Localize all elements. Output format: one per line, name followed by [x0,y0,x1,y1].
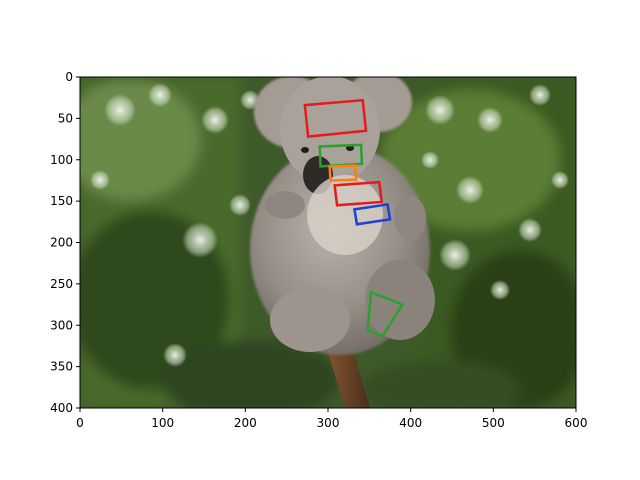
koala-photo [80,77,576,408]
y-tick-label: 50 [58,111,73,125]
annotation-box [353,203,392,226]
x-tick-label: 200 [234,416,257,430]
annotation-box [366,290,405,338]
x-tick-label: 500 [482,416,505,430]
y-tick-label: 200 [50,236,73,250]
y-tick-label: 300 [50,318,73,332]
y-tick-label: 150 [50,194,73,208]
y-tick-label: 350 [50,360,73,374]
annotation-box [318,143,364,168]
y-tick-label: 400 [50,401,73,415]
x-tick-label: 0 [76,416,84,430]
annotation-box [333,180,384,207]
annotation-box [303,98,368,138]
x-tick-label: 400 [399,416,422,430]
x-tick-label: 100 [151,416,174,430]
y-tick-label: 0 [65,70,73,84]
bokeh-highlights [90,83,569,367]
x-tick-label: 600 [565,416,588,430]
x-tick-label: 300 [317,416,340,430]
y-tick-label: 100 [50,153,73,167]
koala [250,77,435,355]
x-axis: 0 100 200 300 400 500 600 [76,408,587,430]
y-tick-label: 250 [50,277,73,291]
annotation-boxes [303,98,405,338]
y-axis: 0 50 100 150 200 250 300 350 400 [50,70,80,415]
annotation-box [328,164,358,182]
